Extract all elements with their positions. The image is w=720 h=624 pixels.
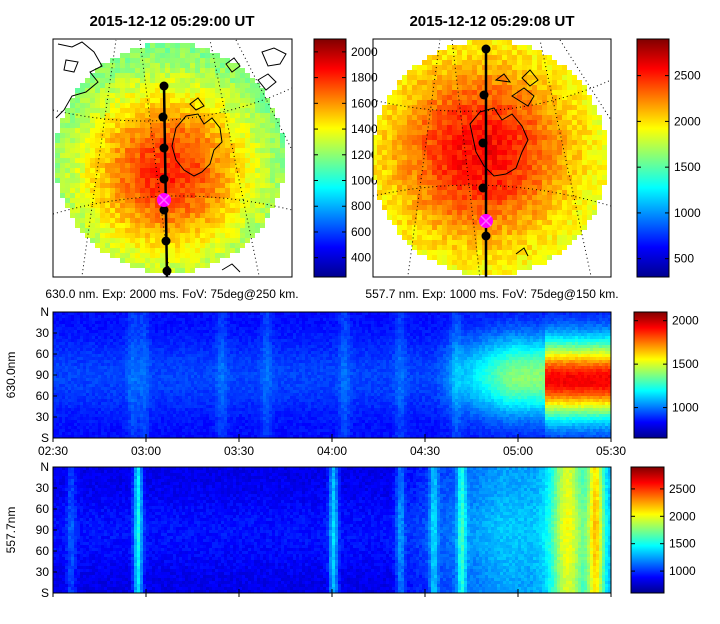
xtick-label: 02:30 [38,444,68,458]
colorbar-tick-label: 1000 [351,174,378,188]
allsky-630-colorbar-ticks: 400 600 800 1000 1200 1400 1600 1800 2000 [314,45,378,265]
allsky-557-frame [372,38,612,278]
keogram-557-yaxis: N 30 60 90 60 30 S [36,460,57,600]
allsky-630-image [55,43,285,273]
colorbar-tick-label: 1200 [351,148,378,162]
track-point [479,90,489,100]
track-point [159,81,169,91]
xtick-label: 05:30 [596,444,626,458]
allsky-630-caption: 630.0 nm. Exp: 2000 ms. FoV: 75deg@250 k… [45,287,298,301]
colorbar-tick-label: 2000 [351,45,378,59]
ytick-label: N [40,305,49,319]
colorbar-tick-label: 500 [674,252,694,266]
xtick-label: 03:30 [224,444,254,458]
keogram-557-colorbar: 1000 1500 2000 2500 [630,466,696,594]
colorbar-tick-label: 1000 [672,401,699,415]
ytick-label: 60 [36,502,50,516]
keogram-630-xaxis: 02:30 03:00 03:30 04:00 04:30 05:00 05:30 [38,434,626,458]
xtick-label: 05:00 [503,444,533,458]
colorbar-tick-label: 1500 [672,357,699,371]
keogram-630-colorbar-gradient [633,311,668,439]
ytick-label: 90 [36,523,50,537]
ytick-label: 30 [36,326,50,340]
colorbar-tick-label: 2500 [674,69,701,83]
keogram-557-panel: N 30 60 90 60 30 S 557.7nm [4,460,612,600]
allsky-630-colorbar: 400 600 800 1000 1200 1400 1600 1800 2000 [313,38,378,278]
allsky-630-colorbar-gradient [313,38,347,278]
xtick-label: 04:00 [317,444,347,458]
allsky-557-colorbar: 500 1000 1500 2000 2500 [636,38,701,278]
track-point [478,138,488,148]
track-point [159,205,169,215]
colorbar-tick-label: 1000 [669,564,696,578]
ytick-label: 90 [36,368,50,382]
ytick-label: 30 [36,565,50,579]
track-point [158,112,168,122]
allsky-630-panel: 2015-12-12 05:29:00 UT [45,13,298,301]
allsky-630-graticule [53,39,292,277]
colorbar-tick-label: 2000 [669,509,696,523]
track-marker-cross [158,194,170,206]
colorbar-tick-label: 1800 [351,71,378,85]
keogram-557-image [53,467,611,593]
keogram-557-xaxis [52,589,612,597]
colorbar-tick-label: 2000 [672,314,699,328]
allsky-557-panel: 2015-12-12 05:29:08 UT 557.7 nm. Exp: 10 [365,13,618,301]
allsky-630-coastline [55,41,287,273]
keogram-630-colorbar: 1000 1500 2000 [633,311,699,439]
track-point [481,231,491,241]
ytick-label: N [40,460,49,474]
colorbar-tick-label: 600 [351,225,371,239]
colorbar-tick-label: 2000 [674,114,701,128]
keogram-630-image [53,312,611,438]
keogram-630-ylabel: 630.0nm [4,352,18,399]
colorbar-tick-label: 1600 [351,96,378,110]
colorbar-tick-label: 400 [351,251,371,265]
keogram-557-colorbar-ticks: 1000 1500 2000 2500 [631,482,696,578]
allsky-557-colorbar-gradient [636,38,670,278]
xtick-label: 03:00 [131,444,161,458]
allsky-630-title: 2015-12-12 05:29:00 UT [89,13,254,30]
track-point [478,183,488,193]
keogram-557-ylabel: 557.7nm [4,507,18,554]
allsky-557-colorbar-ticks: 500 1000 1500 2000 2500 [637,69,701,266]
keogram-630-yaxis: N 30 60 90 60 30 S [36,305,57,445]
allsky-557-track [478,44,493,277]
allsky-557-caption: 557.7 nm. Exp: 1000 ms. FoV: 75deg@150 k… [365,287,618,301]
ytick-label: 60 [36,544,50,558]
keogram-557-colorbar-gradient [630,466,665,594]
allsky-557-graticule [373,39,611,277]
colorbar-tick-label: 1000 [674,206,701,220]
keogram-630-colorbar-ticks: 1000 1500 2000 [634,314,699,415]
track-point [159,143,169,153]
colorbar-tick-label: 1500 [669,537,696,551]
colorbar-tick-label: 1400 [351,122,378,136]
colorbar-tick-label: 2500 [669,482,696,496]
ytick-label: S [41,431,49,445]
allsky-630-frame [52,38,293,278]
allsky-557-image [373,40,607,275]
track-point [481,44,491,54]
track-point [162,266,172,276]
track-point [159,174,169,184]
allsky-557-title: 2015-12-12 05:29:08 UT [409,13,574,30]
track-point [161,236,171,246]
allsky-630-track [157,81,172,277]
ytick-label: 30 [36,410,50,424]
track-marker-cross [480,215,492,227]
ytick-label: 60 [36,347,50,361]
keogram-630-panel: N 30 60 90 60 30 S 02:30 03:00 03:30 04:00 04:30 05… [4,305,626,458]
ytick-label: S [41,586,49,600]
colorbar-tick-label: 1500 [674,160,701,174]
ytick-label: 60 [36,389,50,403]
xtick-label: 04:30 [410,444,440,458]
colorbar-tick-label: 800 [351,199,371,213]
ytick-label: 30 [36,481,50,495]
